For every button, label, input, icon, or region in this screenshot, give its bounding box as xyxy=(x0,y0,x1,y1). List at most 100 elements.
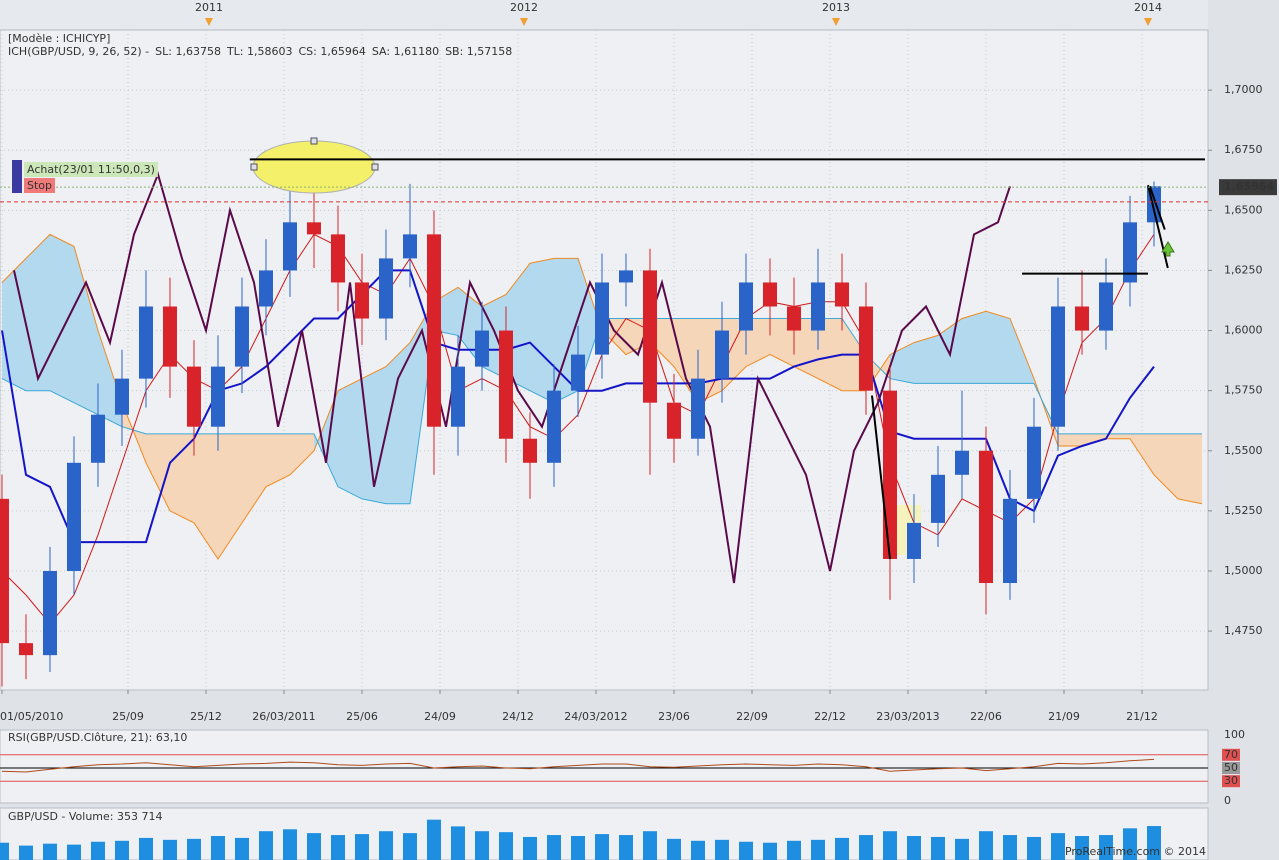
rsi-tick-label: 100 xyxy=(1224,728,1245,741)
drawing-line xyxy=(871,395,891,560)
drawing-line xyxy=(1148,185,1166,230)
top-tick-label: 2013 xyxy=(822,1,850,14)
volume-bar xyxy=(234,837,249,860)
candle-body xyxy=(258,270,273,307)
candle-body xyxy=(642,270,657,403)
candle-body xyxy=(18,643,33,656)
y-tick-label: 1,5500 xyxy=(1224,444,1263,457)
volume-bar xyxy=(858,835,873,860)
cloud-segment xyxy=(889,342,914,384)
highlight-ellipse xyxy=(252,140,376,194)
volume-bar xyxy=(306,833,321,860)
volume-bar xyxy=(330,835,345,860)
cloud-segment xyxy=(961,311,986,384)
legend-entry: SB: 1,57158 xyxy=(445,45,512,58)
candle-body xyxy=(882,390,897,559)
candle-body xyxy=(738,282,753,331)
legend-entry: SA: 1,61180 xyxy=(372,45,439,58)
top-tick-marker xyxy=(831,18,840,26)
candle-body xyxy=(66,462,81,571)
volume-bar xyxy=(186,838,201,860)
volume-bar xyxy=(1146,826,1161,860)
rsi-line xyxy=(1,758,1155,773)
candle-body xyxy=(1002,498,1017,584)
candle-body xyxy=(114,378,129,415)
volume-bar xyxy=(954,838,969,860)
volume-bar xyxy=(594,834,609,860)
volume-bar xyxy=(570,836,585,860)
candle-body xyxy=(834,282,849,307)
volume-bar xyxy=(210,836,225,860)
volume-bar xyxy=(138,837,153,860)
y-tick-label: 1,7000 xyxy=(1224,83,1263,96)
volume-bar xyxy=(1002,835,1017,860)
volume-bar xyxy=(882,831,897,860)
cloud-segment xyxy=(1153,433,1178,499)
volume-bar xyxy=(978,831,993,860)
volume-bar xyxy=(90,841,105,860)
candle-body xyxy=(330,234,345,283)
cloud-segment xyxy=(817,318,842,391)
volume-bar xyxy=(354,834,369,860)
order-label: Stop xyxy=(27,179,52,192)
volume-bar xyxy=(1122,828,1137,860)
order-box xyxy=(24,162,158,177)
order-marker xyxy=(12,160,22,193)
candle-body xyxy=(546,390,561,463)
x-tick-label: 25/09 xyxy=(112,710,144,723)
candle-body xyxy=(1074,306,1089,331)
legend-entry: CS: 1,65964 xyxy=(299,45,366,58)
cloud-segment xyxy=(793,318,818,379)
volume-bar xyxy=(690,840,705,860)
cloud-segment xyxy=(265,433,290,487)
x-tick-label: 22/06 xyxy=(970,710,1002,723)
footer: ProRealTime.com © 2014 xyxy=(1065,845,1206,858)
top-tick-marker xyxy=(204,18,213,26)
candle-body xyxy=(162,306,177,367)
last-price-label: 1,65964 xyxy=(1224,180,1274,193)
volume-bar xyxy=(66,844,81,860)
volume-bar xyxy=(258,831,273,860)
candle-body xyxy=(474,330,489,367)
candle-body xyxy=(930,474,945,523)
volume-bar xyxy=(474,831,489,860)
candle-body xyxy=(1122,222,1137,283)
y-tick-label: 1,5250 xyxy=(1224,504,1263,517)
y-tick-label: 1,6250 xyxy=(1224,263,1263,276)
volume-bar xyxy=(42,843,57,860)
volume-bar xyxy=(714,839,729,860)
candle-body xyxy=(282,222,297,271)
top-axis xyxy=(0,0,1208,29)
rsi-tick-box xyxy=(1222,748,1240,761)
rsi-panel xyxy=(0,729,1209,804)
cloud-segment xyxy=(1177,433,1202,504)
rsi-tick-box xyxy=(1222,762,1240,774)
last-price-box xyxy=(1219,179,1277,196)
cloud-segment xyxy=(145,433,170,511)
volume-bar xyxy=(906,836,921,860)
rsi-title: RSI(GBP/USD.Clôture, 21): 63,10 xyxy=(8,731,187,744)
cloud-segment xyxy=(1,258,26,391)
y-tick-label: 1,5000 xyxy=(1224,564,1263,577)
volume-bar xyxy=(114,840,129,860)
candle-body xyxy=(210,366,225,427)
cloud-segment xyxy=(49,234,74,403)
candle-body xyxy=(138,306,153,379)
x-tick-label: 23/06 xyxy=(658,710,690,723)
candle-body xyxy=(498,330,513,439)
candle-body xyxy=(42,570,57,656)
y-tick-label: 1,6500 xyxy=(1224,203,1263,216)
x-tick-label: 23/03/2013 xyxy=(876,710,939,723)
handle xyxy=(250,163,258,171)
volume-bar xyxy=(18,845,33,860)
x-tick-label: 01/05/2010 xyxy=(0,710,63,723)
buy-arrow xyxy=(1161,241,1175,257)
volume-bar xyxy=(162,839,177,860)
legend-entry: ICH(GBP/USD, 9, 26, 52) - xyxy=(8,45,149,58)
volume-bar xyxy=(402,833,417,860)
candle-body xyxy=(762,282,777,307)
x-tick-label: 22/09 xyxy=(736,710,768,723)
candle-body xyxy=(786,306,801,331)
